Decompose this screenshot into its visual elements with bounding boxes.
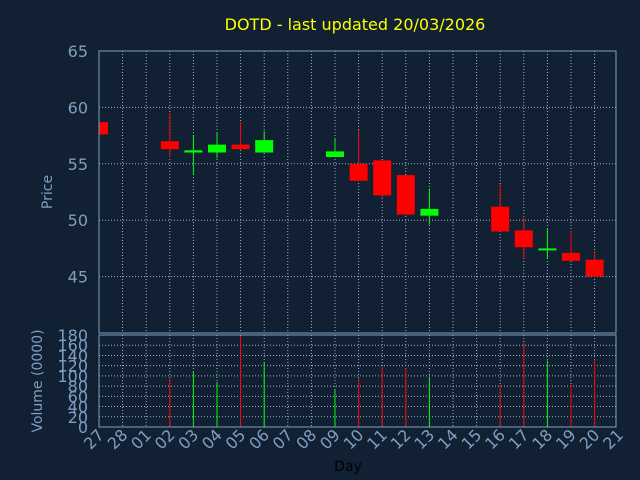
candle-20 <box>585 250 604 277</box>
candle-27 <box>98 122 108 135</box>
volume-y-tick-label: 60 <box>68 387 88 406</box>
volume-y-tick-label: 80 <box>68 377 88 396</box>
candle-body <box>231 144 250 150</box>
volume-y-tick-label: 120 <box>57 357 88 376</box>
price-y-tick-label: 60 <box>68 98 88 117</box>
candle-body <box>373 160 392 196</box>
candle-body <box>585 259 604 277</box>
candle-body <box>255 140 274 153</box>
candle-09 <box>326 137 344 158</box>
price-y-ticks: 45 50 55 60 65 <box>68 42 88 287</box>
candle-16 <box>491 184 510 232</box>
candle-body <box>514 230 533 248</box>
candle-body <box>538 248 557 251</box>
candle-12 <box>396 175 415 216</box>
candle-body <box>160 141 179 150</box>
volume-y-tick-label: 160 <box>57 336 88 355</box>
candle-10 <box>349 129 368 181</box>
volume-y-tick-label: 20 <box>68 408 88 427</box>
candle-17 <box>514 217 533 259</box>
candle-04 <box>208 132 226 159</box>
candle-06 <box>255 131 274 153</box>
price-y-tick-label: 45 <box>68 268 88 287</box>
price-plot-frame <box>98 50 617 334</box>
x-axis-label: Day <box>334 459 362 475</box>
candle-body <box>491 206 510 232</box>
chart-title: DOTD - last updated 20/03/2026 <box>225 15 486 34</box>
candle-13 <box>420 188 439 225</box>
candle-body <box>396 175 415 215</box>
candle-body <box>562 252 580 261</box>
x-axis-ticks: 2728010203040506070809101112131415161718… <box>80 425 627 453</box>
candle-11 <box>373 160 392 198</box>
price-y-tick-label: 55 <box>68 155 88 174</box>
volume-y-tick-label: 40 <box>68 398 88 417</box>
volume-plot-frame <box>98 334 617 428</box>
price-y-axis-label: Price <box>40 175 56 209</box>
volume-bars <box>169 336 596 427</box>
candle-03 <box>184 135 203 176</box>
candle-19 <box>562 231 580 261</box>
candle-body <box>420 208 439 216</box>
candle-18 <box>538 228 557 259</box>
volume-y-axis-label: Volume (0000) <box>30 329 46 432</box>
volume-y-tick-label: 140 <box>57 346 88 365</box>
candle-05 <box>231 122 250 151</box>
candle-body <box>326 151 344 158</box>
volume-y-tick-label: 0 <box>78 418 88 437</box>
candle-body <box>208 144 226 153</box>
volume-y-tick-label: 180 <box>57 326 88 345</box>
candle-body <box>184 150 203 153</box>
price-y-tick-label: 50 <box>68 211 88 230</box>
candle-body <box>99 122 108 135</box>
volume-y-tick-label: 100 <box>57 367 88 386</box>
price-y-tick-label: 65 <box>68 42 88 61</box>
candle-02 <box>160 113 179 158</box>
price-candles <box>98 113 604 277</box>
candle-body <box>349 163 368 181</box>
